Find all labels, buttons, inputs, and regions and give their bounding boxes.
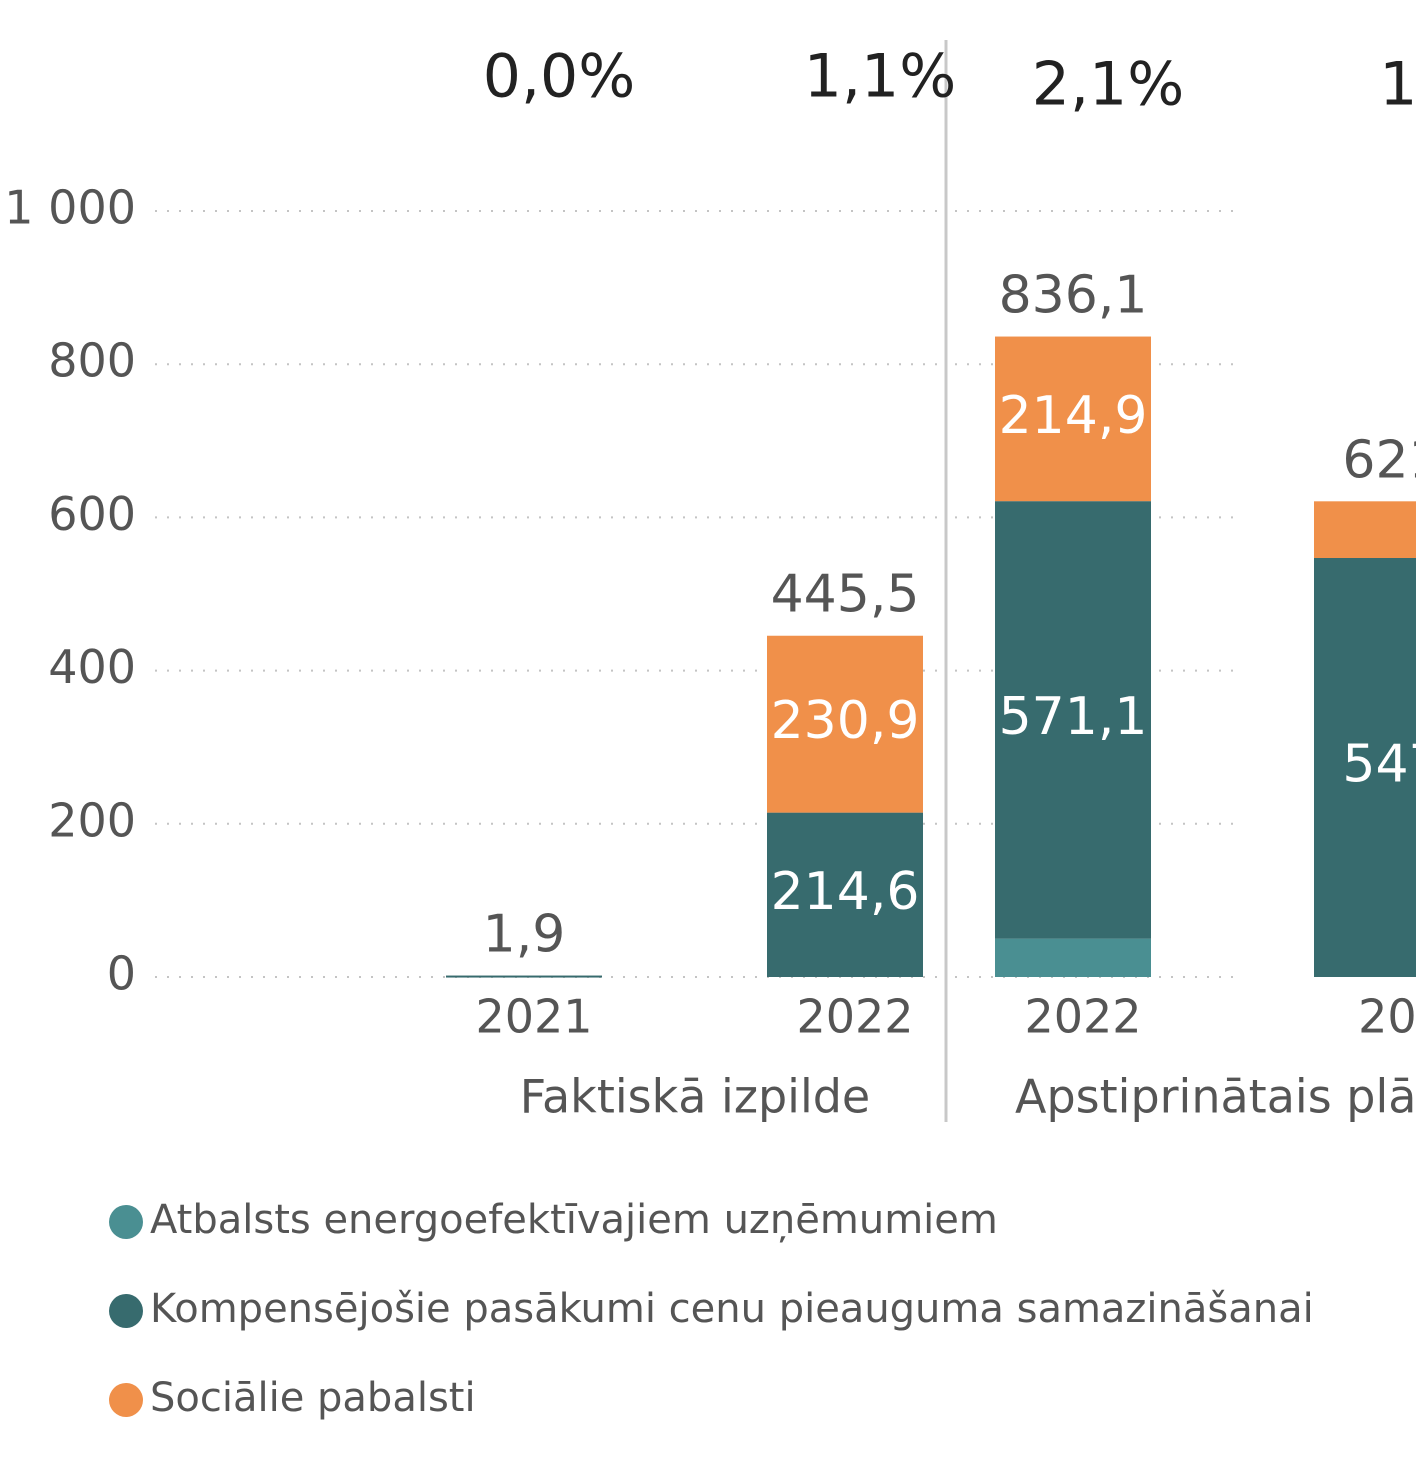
x-tick-label: 202 [1358,990,1416,1044]
legend-label: Kompensējošie pasākumi cenu pieauguma sa… [150,1286,1314,1332]
total-label: 836,1 [999,266,1148,326]
y-tick-label: 400 [48,640,136,694]
bar-segment [1314,501,1416,558]
total-label: 445,5 [771,565,920,625]
y-tick-label: 0 [107,947,136,1001]
legend-marker [109,1383,143,1417]
y-tick-label: 600 [48,487,136,541]
y-tick-label: 800 [48,334,136,388]
bar-segment [995,501,1151,939]
share-label: 2,1% [1032,50,1184,120]
bar-segment [995,336,1151,502]
total-label: 1,9 [483,905,566,965]
total-label: 621 [1342,430,1416,490]
bar-segment [767,812,923,977]
value-label: 230,9 [771,691,920,751]
value-label: 214,9 [999,386,1148,446]
bar-segment [995,938,1151,977]
legend-marker [109,1205,143,1239]
legend-marker [109,1294,143,1328]
group-label: Apstiprinātais plā [1015,1070,1416,1124]
share-label: 1,5 [1379,50,1416,120]
bar-segment [1314,557,1416,977]
x-tick-label: 2022 [796,990,913,1044]
legend-label: Sociālie pabalsti [150,1375,476,1421]
x-tick-label: 2021 [475,990,592,1044]
value-label: 547 [1342,734,1416,794]
value-label: 571,1 [999,687,1148,747]
share-label: 0,0% [483,42,635,112]
y-tick-label: 200 [48,793,136,847]
share-label: 1,1% [804,42,956,112]
y-tick-label: 1 000 [4,181,136,235]
value-label: 214,6 [771,862,920,922]
legend-label: Atbalsts energoefektīvajiem uzņēmumiem [150,1197,998,1243]
bar-segment [767,635,923,813]
group-label: Faktiskā izpilde [520,1070,870,1124]
bar-segment [446,975,602,978]
x-tick-label: 2022 [1024,990,1141,1044]
